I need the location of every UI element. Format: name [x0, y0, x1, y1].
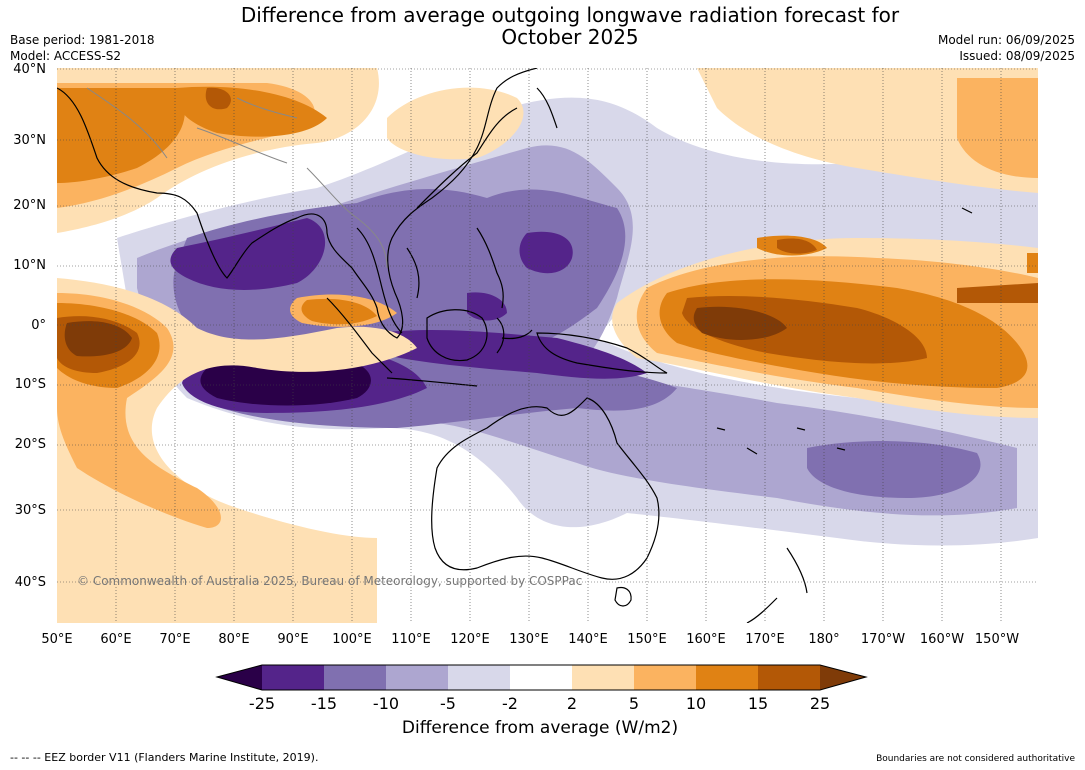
- lat-label-30n: 30°N: [13, 133, 46, 148]
- coastline-new-guinea: [536, 332, 668, 374]
- lon-label-170e: 170°E: [745, 632, 785, 647]
- lon-label-150w: 150°W: [974, 632, 1020, 647]
- colorbar-segment-m15-m10: [324, 665, 386, 690]
- colorbar-segment-m5-m2: [448, 665, 510, 690]
- meta-left: Base period: 1981-2018 Model: ACCESS-S2: [10, 32, 155, 64]
- lat-label-10s: 10°S: [14, 377, 46, 392]
- colorbar-segment-m25-m15: [262, 665, 324, 690]
- colorbar-tick-m25: -25: [248, 694, 276, 713]
- lon-label-160e: 160°E: [686, 632, 726, 647]
- lat-label-20s: 20°S: [14, 437, 46, 452]
- colorbar-tick-m2: -2: [502, 694, 518, 713]
- colorbar-tick-p5: 5: [628, 694, 640, 713]
- model-run: Model run: 06/09/2025: [937, 33, 1075, 47]
- issued-date: Issued: 08/09/2025: [959, 49, 1075, 63]
- lon-label-70e: 70°E: [159, 632, 191, 647]
- lon-label-110e: 110°E: [391, 632, 431, 647]
- coastline-tasmania: [614, 586, 632, 607]
- boundaries-disclaimer: Boundaries are not considered authoritat…: [876, 754, 1075, 764]
- lat-label-30s: 30°S: [14, 503, 46, 518]
- coastline-australia: [431, 397, 660, 580]
- colorbar-tick-p10: 10: [685, 694, 707, 713]
- map-title: Difference from average outgoing longwav…: [200, 4, 940, 48]
- lon-label-130e: 130°E: [509, 632, 549, 647]
- colorbar-segment-p10-p15: [696, 665, 758, 690]
- map-panel: [57, 68, 1038, 623]
- lon-label-120e: 120°E: [450, 632, 490, 647]
- colorbar-tick-p15: 15: [747, 694, 769, 713]
- lon-label-180: 180°: [808, 632, 840, 647]
- model-name: Model: ACCESS-S2: [10, 49, 122, 63]
- coastlines: [57, 68, 973, 623]
- coastline-asia: [57, 68, 538, 339]
- border-lines: [86, 87, 388, 269]
- coastline-sumatra: [326, 297, 393, 374]
- colorbar-segment-m2-p2: [510, 665, 572, 690]
- coastline-new-zealand: [746, 547, 808, 623]
- coastline-pacific-islands: [716, 207, 973, 455]
- coastline-china-east: [416, 87, 558, 209]
- coastline-indochina: [356, 227, 420, 334]
- eez-border-note: -- -- -- EEZ border V11 (Flanders Marine…: [10, 751, 319, 764]
- colorbar-segment-p2-p5: [572, 665, 634, 690]
- lat-label-40n: 40°N: [13, 62, 46, 77]
- lon-label-80e: 80°E: [218, 632, 250, 647]
- title-line-2: October 2025: [501, 25, 639, 49]
- lon-label-100e: 100°E: [332, 632, 372, 647]
- positive-anomaly-field: [57, 68, 1038, 623]
- lat-label-40s: 40°S: [14, 575, 46, 590]
- copyright-notice: © Commonwealth of Australia 2025, Bureau…: [77, 574, 583, 588]
- colorbar-segment-m10-m5: [386, 665, 448, 690]
- lon-label-170w: 170°W: [860, 632, 906, 647]
- anomaly-map: [57, 68, 1038, 623]
- colorbar-segment-lt-minus25: [217, 665, 262, 690]
- lon-label-150e: 150°E: [627, 632, 667, 647]
- base-period: Base period: 1981-2018: [10, 33, 155, 47]
- colorbar-tick-m5: -5: [440, 694, 456, 713]
- coastline-borneo: [426, 309, 488, 362]
- national-borders: [86, 87, 388, 269]
- lon-label-160w: 160°W: [919, 632, 965, 647]
- coastline-philippines: [476, 227, 504, 309]
- lat-label-10n: 10°N: [13, 258, 46, 273]
- colorbar-segment-p5-p10: [634, 665, 696, 690]
- meta-right: Model run: 06/09/2025 Issued: 08/09/2025: [938, 32, 1075, 64]
- colorbar-tick-m10: -10: [372, 694, 400, 713]
- colorbar-segment-p15-p25: [758, 665, 820, 690]
- lon-label-90e: 90°E: [277, 632, 309, 647]
- colorbar-segment-gt-plus25: [820, 665, 866, 690]
- colorbar-label: Difference from average (W/m2): [401, 718, 679, 738]
- colorbar-outline: [215, 664, 868, 691]
- lon-label-140e: 140°E: [568, 632, 608, 647]
- lat-label-0: 0°: [31, 318, 46, 333]
- lon-label-50e: 50°E: [41, 632, 73, 647]
- colorbar: [215, 664, 868, 691]
- anomaly-above-25: [64, 306, 787, 357]
- colorbar-tick-p25: 25: [809, 694, 831, 713]
- colorbar-tick-p2: 2: [566, 694, 578, 713]
- title-line-1: Difference from average outgoing longwav…: [240, 3, 900, 27]
- lat-label-20n: 20°N: [13, 198, 46, 213]
- anomaly-plus15-plus25: [57, 87, 1038, 374]
- coastline-sulawesi: [496, 317, 533, 354]
- lon-label-60e: 60°E: [100, 632, 132, 647]
- colorbar-tick-m15: -15: [310, 694, 338, 713]
